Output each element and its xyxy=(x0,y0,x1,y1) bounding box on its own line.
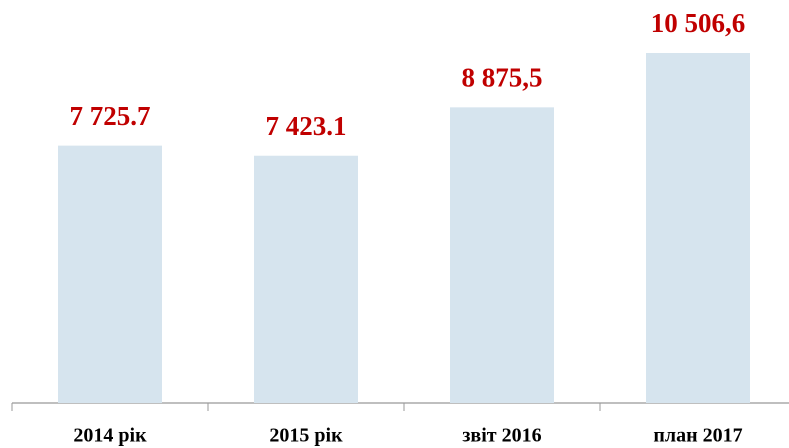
bar xyxy=(254,155,358,403)
value-label: 7 725.7 xyxy=(70,101,151,131)
x-tick-label: звіт 2016 xyxy=(462,425,541,447)
x-tick-label: 2014 рік xyxy=(73,425,147,447)
value-label: 8 875,5 xyxy=(462,63,543,93)
x-tick-label: 2015 рік xyxy=(269,425,343,447)
value-label: 7 423.1 xyxy=(266,111,347,141)
bar xyxy=(646,53,750,403)
bar xyxy=(58,145,162,404)
x-tick-label: план 2017 xyxy=(653,425,742,447)
value-label: 10 506,6 xyxy=(651,8,746,38)
bar xyxy=(450,107,554,403)
